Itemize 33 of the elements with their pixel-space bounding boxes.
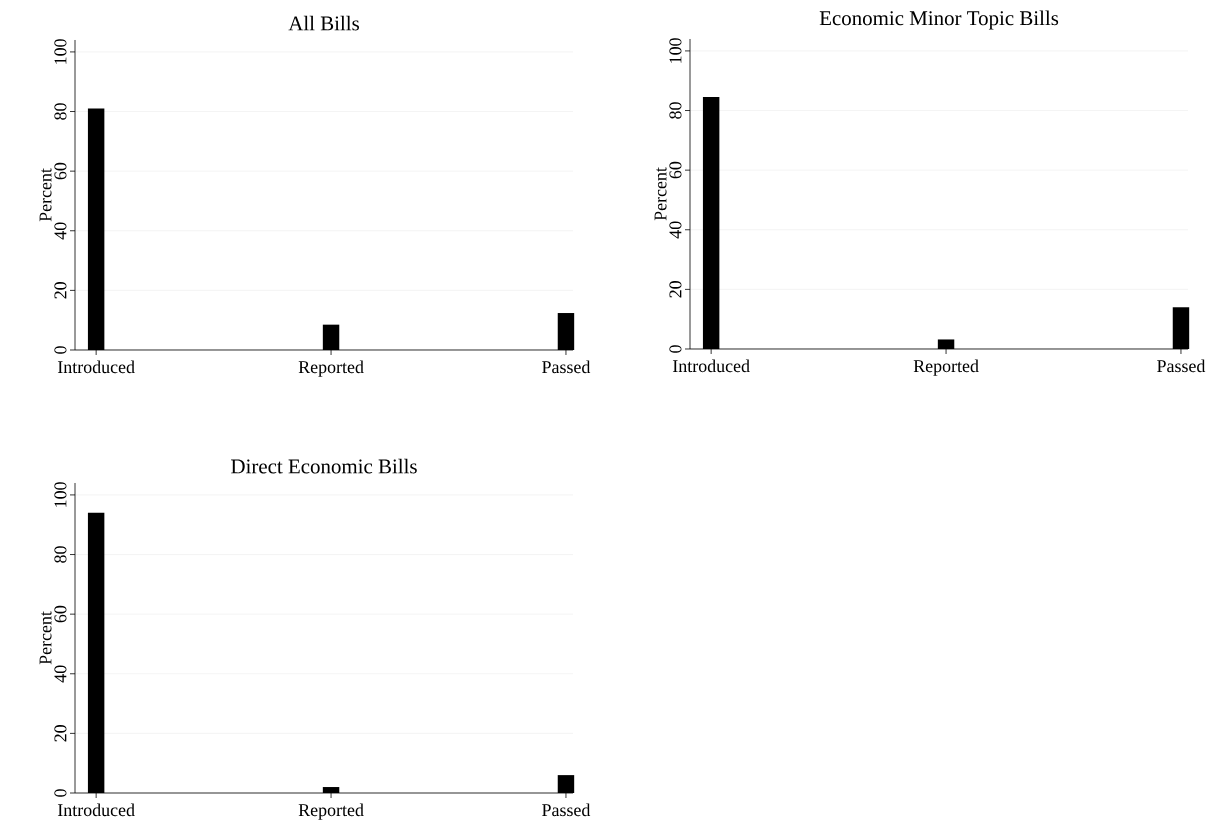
y-tick-label: 60 <box>54 162 67 180</box>
x-tick-label: Introduced <box>57 803 135 817</box>
y-tick-label: 100 <box>669 38 682 63</box>
y-tick-label: 100 <box>54 39 67 64</box>
x-tick-label: Reported <box>298 360 364 377</box>
chart-title: Direct Economic Bills <box>231 458 417 474</box>
x-tick-label: Passed <box>1157 359 1206 373</box>
x-tick-label: Introduced <box>57 360 135 374</box>
y-tick-label: 0 <box>54 346 67 354</box>
x-tick-label: Passed <box>542 803 591 817</box>
x-tick-label: Passed <box>542 360 591 374</box>
y-tick-label: 100 <box>54 482 67 507</box>
chart-title: Economic Minor Topic Bills <box>819 10 1059 30</box>
y-tick-label: 20 <box>669 281 682 298</box>
x-tick-label: Introduced <box>672 359 750 373</box>
y-tick-label: 0 <box>669 345 682 353</box>
y-tick-label: 80 <box>54 546 67 563</box>
y-tick-label: 40 <box>669 221 682 239</box>
y-tick-label: 20 <box>54 725 67 742</box>
y-axis-title: Percent <box>39 611 52 665</box>
y-axis-title: Percent <box>39 168 52 222</box>
y-tick-label: 60 <box>669 161 682 179</box>
x-tick-label: Reported <box>298 803 364 820</box>
y-tick-label: 40 <box>54 222 67 240</box>
y-tick-label: 80 <box>54 103 67 120</box>
y-tick-label: 20 <box>54 282 67 299</box>
y-tick-label: 0 <box>54 789 67 797</box>
x-tick-label: Reported <box>913 359 979 376</box>
chart-title: All Bills <box>288 15 359 31</box>
y-tick-label: 60 <box>54 605 67 623</box>
y-tick-label: 40 <box>54 665 67 683</box>
y-tick-label: 80 <box>669 102 682 119</box>
y-axis-title: Percent <box>654 167 667 221</box>
